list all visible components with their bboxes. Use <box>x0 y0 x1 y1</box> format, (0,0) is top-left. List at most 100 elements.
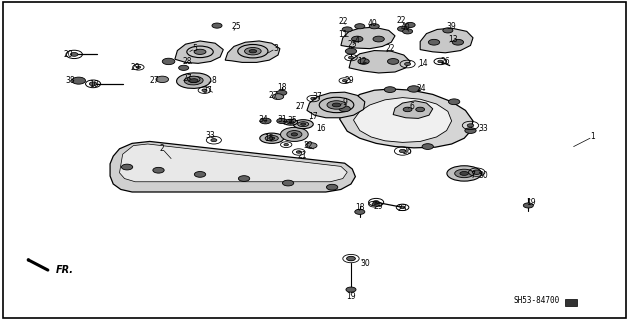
Circle shape <box>416 107 425 112</box>
Circle shape <box>465 128 476 133</box>
Ellipse shape <box>238 44 268 58</box>
Ellipse shape <box>327 101 346 109</box>
Circle shape <box>296 151 301 153</box>
Text: 27: 27 <box>269 92 279 100</box>
Text: 27: 27 <box>182 74 192 83</box>
Circle shape <box>384 87 396 92</box>
Text: 31: 31 <box>277 115 287 124</box>
Ellipse shape <box>260 133 284 143</box>
Circle shape <box>422 144 433 149</box>
Circle shape <box>345 48 357 54</box>
Text: 27: 27 <box>296 102 306 111</box>
Circle shape <box>277 118 287 124</box>
Ellipse shape <box>269 137 275 140</box>
Circle shape <box>438 60 443 63</box>
Text: 22: 22 <box>396 16 406 25</box>
Polygon shape <box>340 89 473 148</box>
Text: 29: 29 <box>130 63 140 72</box>
Text: 26: 26 <box>440 57 450 66</box>
Circle shape <box>373 201 379 204</box>
Circle shape <box>355 209 365 214</box>
Circle shape <box>400 206 405 209</box>
Circle shape <box>238 176 250 181</box>
Circle shape <box>277 90 287 95</box>
Circle shape <box>358 59 369 64</box>
Text: 19: 19 <box>346 292 356 301</box>
Circle shape <box>467 124 474 127</box>
Circle shape <box>339 106 350 112</box>
Circle shape <box>179 65 189 70</box>
Polygon shape <box>349 51 410 73</box>
Text: 30: 30 <box>478 171 488 180</box>
Ellipse shape <box>455 169 474 178</box>
Circle shape <box>72 77 86 84</box>
Circle shape <box>326 184 338 190</box>
Ellipse shape <box>284 119 298 125</box>
Text: 17: 17 <box>308 112 318 121</box>
Text: 4: 4 <box>355 36 360 45</box>
Circle shape <box>260 118 271 124</box>
Polygon shape <box>110 141 355 192</box>
Ellipse shape <box>332 103 341 107</box>
Circle shape <box>348 56 353 59</box>
Circle shape <box>136 66 141 68</box>
Text: 33: 33 <box>478 124 488 133</box>
Circle shape <box>428 39 440 45</box>
Text: 12: 12 <box>357 57 367 66</box>
Circle shape <box>281 127 308 141</box>
Text: 13: 13 <box>448 35 458 44</box>
Text: 18: 18 <box>355 203 365 212</box>
Ellipse shape <box>447 166 482 181</box>
Circle shape <box>284 143 289 146</box>
Text: 25: 25 <box>231 22 241 31</box>
Ellipse shape <box>187 46 213 58</box>
Ellipse shape <box>184 76 203 85</box>
Text: 34: 34 <box>258 115 268 124</box>
Circle shape <box>121 164 133 170</box>
Circle shape <box>342 79 347 82</box>
Text: SH53-84700: SH53-84700 <box>514 296 560 305</box>
Text: 18: 18 <box>277 83 287 92</box>
Ellipse shape <box>249 50 257 53</box>
Circle shape <box>211 139 217 142</box>
Text: 21: 21 <box>297 151 307 160</box>
Circle shape <box>291 133 298 136</box>
Text: 22: 22 <box>338 17 348 26</box>
Circle shape <box>212 23 222 28</box>
Circle shape <box>403 29 413 34</box>
Polygon shape <box>420 28 473 53</box>
Polygon shape <box>341 27 395 49</box>
Ellipse shape <box>293 120 313 129</box>
Polygon shape <box>393 101 433 118</box>
Text: 22: 22 <box>385 44 395 53</box>
Bar <box>565 299 577 306</box>
Polygon shape <box>353 98 452 142</box>
Ellipse shape <box>287 121 294 124</box>
Text: 32: 32 <box>303 141 313 150</box>
Circle shape <box>311 97 316 100</box>
Text: 28: 28 <box>182 57 192 66</box>
Text: 33: 33 <box>206 131 216 140</box>
Ellipse shape <box>194 49 206 54</box>
Circle shape <box>387 59 399 64</box>
Ellipse shape <box>289 122 292 123</box>
Circle shape <box>404 62 411 66</box>
Text: 10: 10 <box>89 80 99 89</box>
Ellipse shape <box>245 47 261 55</box>
Circle shape <box>162 58 175 65</box>
Text: 27: 27 <box>149 76 159 85</box>
Circle shape <box>272 94 284 100</box>
Text: 16: 16 <box>316 124 326 133</box>
Circle shape <box>452 39 464 45</box>
Text: 36: 36 <box>403 147 413 156</box>
Text: 23: 23 <box>398 204 408 213</box>
Text: 2: 2 <box>160 144 165 153</box>
Text: 20: 20 <box>63 50 73 59</box>
Circle shape <box>355 24 365 29</box>
Circle shape <box>346 287 356 292</box>
Text: 19: 19 <box>526 198 537 207</box>
Text: 37: 37 <box>313 92 323 101</box>
Circle shape <box>342 27 352 32</box>
Text: 1: 1 <box>590 132 595 141</box>
Text: 6: 6 <box>409 102 415 111</box>
